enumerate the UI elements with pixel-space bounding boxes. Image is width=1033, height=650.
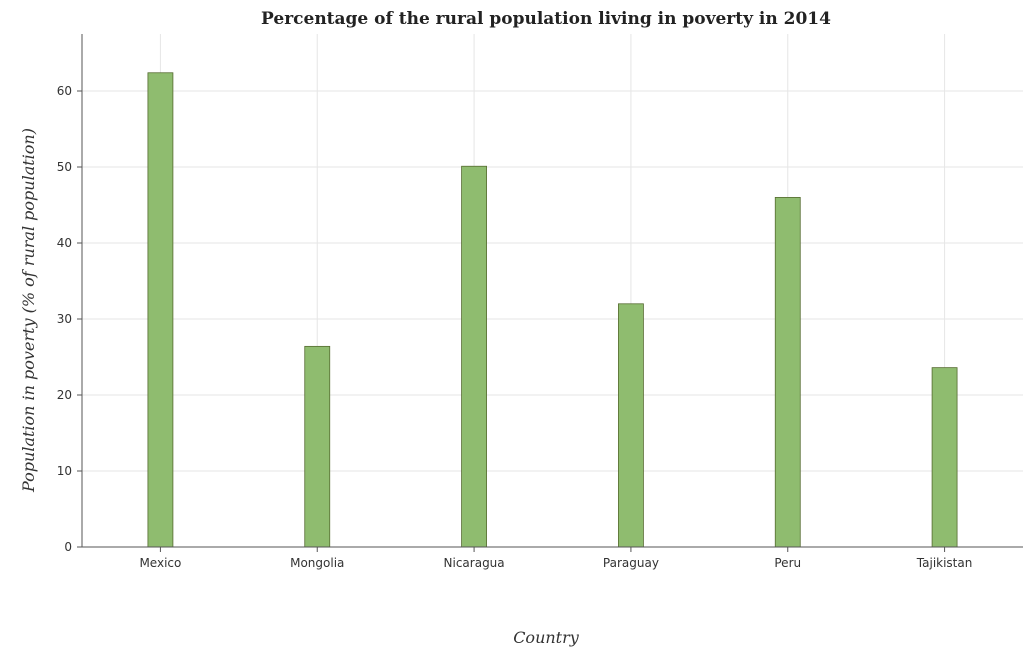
x-tick-label: Nicaragua xyxy=(444,556,505,570)
y-tick-label: 30 xyxy=(57,312,72,326)
chart-title: Percentage of the rural population livin… xyxy=(261,9,831,29)
grid-lines xyxy=(82,34,1023,548)
y-axis-label: Population in poverty (% of rural popula… xyxy=(19,128,38,493)
x-tick-label: Peru xyxy=(774,556,801,570)
x-tick-label: Mongolia xyxy=(290,556,344,570)
y-tick-label: 20 xyxy=(57,388,72,402)
tick-labels: 0 10 20 30 40 50 60 Mexico Mongolia Nicaragua Para… xyxy=(57,84,973,570)
x-axis-label: Country xyxy=(513,628,580,647)
bar-nicaragua xyxy=(461,165,487,548)
y-tick-label: 10 xyxy=(57,464,72,478)
y-tick-label: 0 xyxy=(64,540,72,554)
bar-mongolia xyxy=(304,345,331,548)
x-tick-label: Mexico xyxy=(139,556,181,570)
bars xyxy=(147,72,958,548)
bar-tajikistan xyxy=(931,367,958,548)
y-tick-label: 40 xyxy=(57,236,72,250)
bar-paraguay xyxy=(618,303,644,548)
bar-peru xyxy=(774,196,801,548)
axes xyxy=(77,34,1023,552)
x-tick-label: Paraguay xyxy=(603,556,659,570)
y-tick-label: 50 xyxy=(57,160,72,174)
bar-mexico xyxy=(147,72,174,548)
x-tick-label: Tajikistan xyxy=(916,556,973,570)
y-tick-label: 60 xyxy=(57,84,72,98)
